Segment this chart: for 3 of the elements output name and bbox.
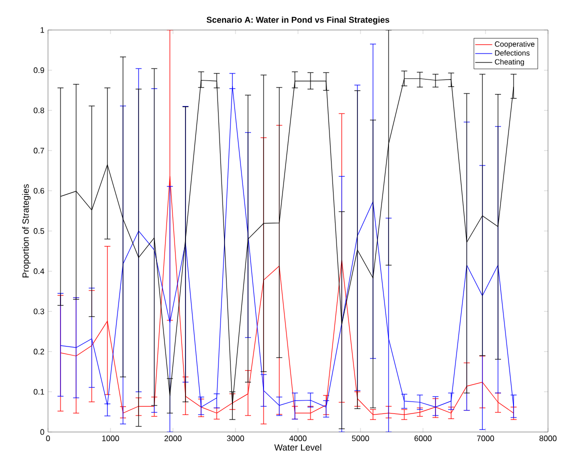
chart-title: Scenario A: Water in Pond vs Final Strategies xyxy=(206,16,390,24)
x-axis-title: Water Level xyxy=(274,444,322,451)
y-axis-title: Proportion of Strategies xyxy=(22,184,31,278)
